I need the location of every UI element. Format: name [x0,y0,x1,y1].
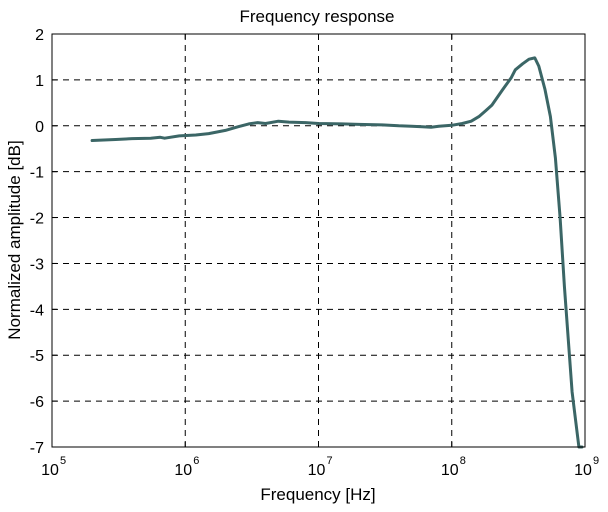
series-line [90,56,584,449]
y-tick-labels: 2 1 0 -1 -2 -3 -4 -5 -6 -7 [30,27,44,457]
x-tick-label-base: 10 [574,462,592,479]
y-tick-label: -2 [30,211,44,228]
x-tick-label-base: 10 [308,462,326,479]
x-tick-label-exponent: 8 [460,455,466,467]
x-tick-label-base: 10 [41,462,59,479]
x-tick-label-base: 10 [441,462,459,479]
tick-marks [51,33,586,448]
y-tick-label: 2 [35,27,44,44]
x-tick-label-exponent: 9 [593,455,599,467]
x-tick-label-exponent: 6 [193,455,199,467]
x-tick-label-exponent: 5 [60,455,66,467]
y-tick-label: -6 [30,394,44,411]
x-axis-label: Frequency [Hz] [260,485,375,504]
x-tick-label-base: 10 [174,462,192,479]
y-axis-label: Normalized amplitude [dB] [5,140,24,339]
plot-area-frame [51,33,586,448]
x-tick-label-exponent: 7 [327,455,333,467]
y-tick-label: -7 [30,440,44,457]
chart-title: Frequency response [240,7,395,26]
y-tick-label: -5 [30,348,44,365]
y-tick-label: -3 [30,256,44,273]
grid-lines [52,34,585,447]
series-group [90,56,584,449]
y-tick-label: 0 [35,119,44,136]
y-tick-label: -1 [30,165,44,182]
y-tick-label: 1 [35,73,44,90]
y-tick-label: -4 [30,302,44,319]
